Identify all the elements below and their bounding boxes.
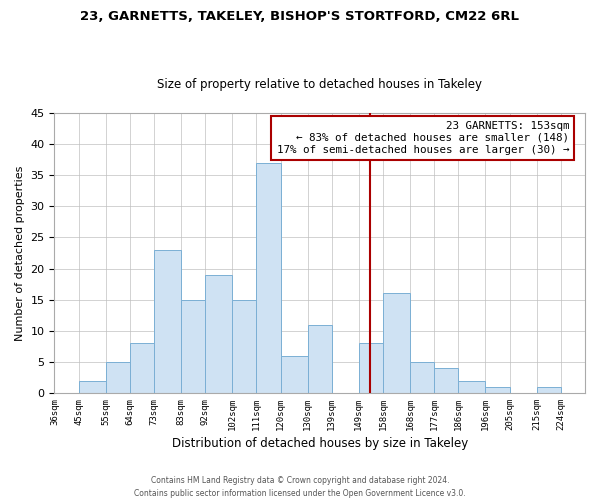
Bar	[359, 343, 383, 393]
Bar	[232, 300, 256, 393]
Bar	[130, 343, 154, 393]
Text: 23, GARNETTS, TAKELEY, BISHOP'S STORTFORD, CM22 6RL: 23, GARNETTS, TAKELEY, BISHOP'S STORTFOR…	[80, 10, 520, 23]
Text: Contains HM Land Registry data © Crown copyright and database right 2024.
Contai: Contains HM Land Registry data © Crown c…	[134, 476, 466, 498]
Bar	[383, 294, 410, 393]
Text: 23 GARNETTS: 153sqm
← 83% of detached houses are smaller (148)
17% of semi-detac: 23 GARNETTS: 153sqm ← 83% of detached ho…	[277, 122, 569, 154]
Bar	[106, 362, 130, 393]
Bar	[434, 368, 458, 393]
Bar	[79, 380, 106, 393]
Bar	[281, 356, 308, 393]
Bar	[410, 362, 434, 393]
Bar	[458, 380, 485, 393]
X-axis label: Distribution of detached houses by size in Takeley: Distribution of detached houses by size …	[172, 437, 468, 450]
Bar	[536, 386, 561, 393]
Bar	[205, 274, 232, 393]
Bar	[256, 163, 281, 393]
Bar	[485, 386, 509, 393]
Bar	[154, 250, 181, 393]
Bar	[181, 300, 205, 393]
Bar	[308, 324, 332, 393]
Title: Size of property relative to detached houses in Takeley: Size of property relative to detached ho…	[157, 78, 482, 91]
Y-axis label: Number of detached properties: Number of detached properties	[15, 166, 25, 340]
